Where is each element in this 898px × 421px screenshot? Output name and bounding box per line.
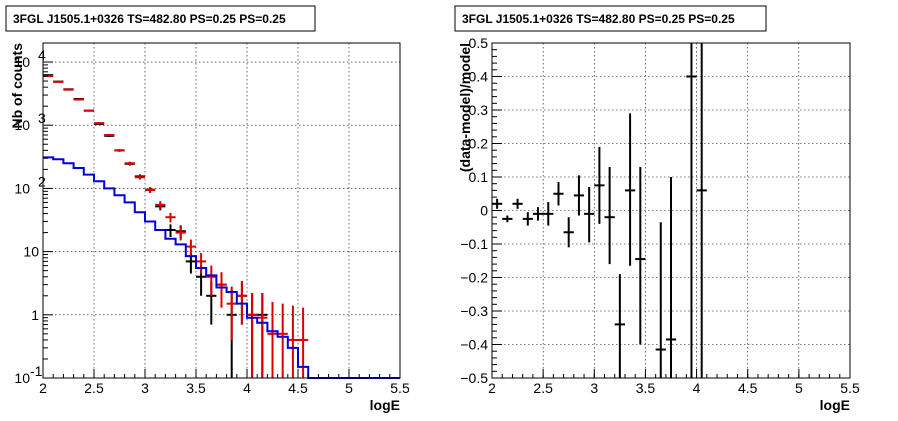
left-y-tick-label: 10 — [14, 117, 30, 133]
left-y-tick-label: 1 — [31, 307, 39, 323]
left-data-point — [185, 239, 196, 257]
right-data-point — [614, 274, 625, 378]
right-x-tick-label: 5 — [795, 380, 803, 396]
left-x-tick-label: 3 — [141, 380, 149, 396]
left-y-tick-label: 10 — [14, 370, 30, 386]
right-y-tick-label: −0.3 — [460, 303, 488, 319]
left-title: 3FGL J1505.1+0326 TS=482.80 PS=0.25 PS=0… — [13, 12, 286, 26]
left-title-box — [5, 5, 316, 32]
left-grid — [43, 43, 400, 378]
left-y-tick-exponent: 3 — [38, 110, 46, 126]
left-data-point — [73, 98, 84, 101]
right-title-box — [454, 5, 767, 32]
right-data-point — [512, 198, 523, 209]
right-data-point — [584, 187, 595, 243]
left-x-tick-label: 4 — [243, 380, 251, 396]
right-y-tick-label: 0.1 — [469, 169, 489, 185]
right-x-tick-label: 2 — [488, 380, 496, 396]
left-x-axis-label: logE — [370, 397, 400, 413]
right-y-axis-label: (data-model)/model — [457, 43, 473, 172]
left-y-tick-exponent: 4 — [38, 47, 46, 63]
left-data-point — [83, 109, 94, 112]
left-data-point — [277, 303, 288, 378]
right-data-point — [635, 166, 646, 345]
left-y-tick-exponent: 2 — [38, 173, 46, 189]
right-data-point — [686, 43, 697, 378]
left-y-tick-label: 10 — [14, 180, 30, 196]
right-y-tick-label: −0.1 — [460, 236, 488, 252]
left-frame — [42, 42, 401, 379]
right-y-tick-label: 0.3 — [469, 102, 489, 118]
left-x-tick-label: 4.5 — [288, 380, 308, 396]
left-x-tick-label: 3.5 — [186, 380, 206, 396]
right-data-point — [665, 177, 677, 378]
right-data-point — [522, 212, 533, 226]
left-y-tick-label: 10 — [23, 244, 39, 260]
left-data-point — [196, 253, 207, 274]
right-x-tick-label: 4 — [693, 380, 701, 396]
left-data-point — [165, 224, 176, 238]
right-x-axis-label: logE — [820, 397, 850, 413]
left-chart: 3FGL J1505.1+0326 TS=482.80 PS=0.25 PS=0… — [5, 5, 410, 413]
left-data-point — [145, 187, 156, 193]
right-data-point — [553, 182, 564, 206]
right-data-point — [543, 202, 554, 226]
left-data-point — [53, 80, 64, 83]
left-x-tick-label: 2.5 — [84, 380, 104, 396]
left-data-point — [175, 226, 186, 241]
left-data-point — [226, 286, 237, 340]
right-plot-area — [492, 43, 707, 378]
right-chart: 3FGL J1505.1+0326 TS=482.80 PS=0.25 PS=0… — [454, 5, 860, 413]
right-data-point — [604, 166, 615, 265]
right-y-tick-label: −0.5 — [460, 370, 488, 386]
left-data-point — [104, 134, 115, 137]
left-data-point — [257, 293, 268, 378]
left-plot-area — [43, 74, 400, 379]
right-y-tick-label: 0.5 — [469, 35, 489, 51]
right-data-point — [573, 175, 585, 216]
left-data-point — [134, 175, 145, 180]
right-x-tick-label: 2.5 — [533, 380, 553, 396]
left-x-tick-label: 5 — [345, 380, 353, 396]
right-data-point — [563, 217, 574, 248]
right-y-tick-label: 0 — [480, 203, 488, 219]
left-y-axis-label: Nb of counts — [9, 43, 25, 129]
left-data-point — [287, 305, 298, 378]
left-y-tick-exponent: -1 — [30, 363, 43, 379]
right-y-tick-label: 0.4 — [469, 69, 489, 85]
right-x-tick-label: 5.5 — [840, 380, 860, 396]
right-data-point — [624, 113, 636, 266]
left-data-point — [155, 201, 166, 210]
left-data-point — [124, 161, 135, 165]
left-data-point — [94, 122, 105, 125]
left-data-point — [216, 272, 227, 308]
right-title: 3FGL J1505.1+0326 TS=482.80 PS=0.25 PS=0… — [462, 12, 735, 26]
right-y-tick-label: 0.2 — [469, 136, 489, 152]
right-data-point — [696, 43, 707, 378]
left-model-step-line — [43, 156, 400, 379]
left-x-tick-label: 5.5 — [390, 380, 410, 396]
left-data-point — [63, 88, 74, 91]
right-y-tick-label: −0.2 — [460, 270, 488, 286]
left-data-point — [165, 212, 176, 223]
left-x-tick-label: 2 — [39, 380, 47, 396]
right-data-point — [532, 207, 544, 221]
left-data-point — [267, 301, 278, 378]
right-x-tick-label: 3 — [590, 380, 598, 396]
right-data-point — [655, 222, 666, 378]
right-axis-ticks: 2 2.5 3 3.5 4 4.5 5 5.5 −0.5 −0.4 −0.3 −0.2 −0.1 0 0.1… — [460, 35, 860, 396]
right-data-point — [594, 146, 605, 224]
right-x-tick-label: 4.5 — [738, 380, 758, 396]
left-data-point — [206, 265, 217, 296]
left-data-point — [114, 149, 125, 152]
left-data-point — [247, 293, 258, 378]
right-data-point — [502, 215, 513, 223]
left-y-tick-label: 10 — [14, 54, 30, 70]
right-x-tick-label: 3.5 — [636, 380, 656, 396]
right-y-tick-label: −0.4 — [460, 337, 488, 353]
